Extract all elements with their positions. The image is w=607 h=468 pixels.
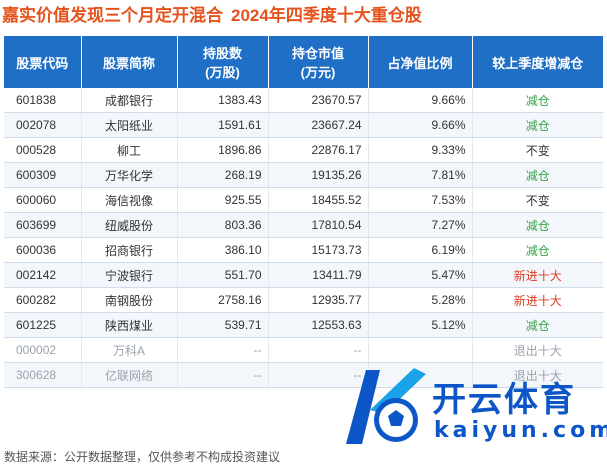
market-value-cell: 22876.17 — [268, 137, 369, 163]
nav-ratio-cell — [368, 337, 473, 363]
stock-name-cell: 万华化学 — [81, 162, 178, 188]
table-row: 002078 太阳纸业 1591.61 23667.24 9.66% 减仓 — [4, 112, 603, 138]
market-value-cell: 12553.63 — [268, 312, 369, 338]
nav-ratio-cell: 7.53% — [368, 187, 473, 213]
change-cell: 新进十大 — [472, 287, 603, 313]
shares-cell: 539.71 — [177, 312, 269, 338]
change-cell: 减仓 — [472, 237, 603, 263]
col-header-shares: 持股数 (万股) — [177, 36, 269, 88]
stock-code-cell: 002078 — [4, 112, 82, 138]
nav-ratio-cell: 9.33% — [368, 137, 473, 163]
stock-name-cell: 南钢股份 — [81, 287, 178, 313]
market-value-cell: 23670.57 — [268, 88, 369, 113]
table-row: 600282 南钢股份 2758.16 12935.77 5.28% 新进十大 — [4, 287, 603, 313]
exited-table-row: 300628 亿联网络 -- -- 退出十大 — [4, 362, 603, 388]
nav-ratio-cell: 5.12% — [368, 312, 473, 338]
data-source-note: 数据来源：公开数据整理，仅供参考不构成投资建议 — [4, 450, 281, 464]
stock-name-cell: 纽威股份 — [81, 212, 178, 238]
market-value-cell: 18455.52 — [268, 187, 369, 213]
table-row: 600060 海信视像 925.55 18455.52 7.53% 不变 — [4, 187, 603, 213]
col-header-value: 持仓市值 (万元) — [268, 36, 369, 88]
stock-code-cell: 600036 — [4, 237, 82, 263]
col-header-ratio: 占净值比例 — [368, 36, 473, 88]
nav-ratio-cell: 9.66% — [368, 88, 473, 113]
stock-name-cell: 万科A — [81, 337, 178, 363]
market-value-cell: -- — [268, 337, 369, 363]
table-row: 600036 招商银行 386.10 15173.73 6.19% 减仓 — [4, 237, 603, 263]
shares-cell: 1383.43 — [177, 88, 269, 113]
change-cell: 新进十大 — [472, 262, 603, 288]
stock-code-cell: 000528 — [4, 137, 82, 163]
change-cell: 减仓 — [472, 88, 603, 113]
change-cell: 不变 — [472, 187, 603, 213]
stock-code-cell: 000002 — [4, 337, 82, 363]
table-header-row: 股票代码 股票简称 持股数 (万股) 持仓市值 (万元) 占净值比例 较上季度增… — [4, 36, 603, 88]
page-title: 嘉实价值发现三个月定开混合 2024年四季度十大重仓股 — [2, 2, 422, 30]
shares-cell: -- — [177, 337, 269, 363]
col-header-name: 股票简称 — [81, 36, 178, 88]
market-value-cell: 19135.26 — [268, 162, 369, 188]
shares-cell: 386.10 — [177, 237, 269, 263]
stock-name-cell: 太阳纸业 — [81, 112, 178, 138]
change-cell: 减仓 — [472, 212, 603, 238]
market-value-cell: 13411.79 — [268, 262, 369, 288]
shares-cell: 1591.61 — [177, 112, 269, 138]
table-row: 601225 陕西煤业 539.71 12553.63 5.12% 减仓 — [4, 312, 603, 338]
stock-code-cell: 601838 — [4, 88, 82, 113]
table-row: 600309 万华化学 268.19 19135.26 7.81% 减仓 — [4, 162, 603, 188]
change-cell: 退出十大 — [472, 362, 603, 388]
nav-ratio-cell: 9.66% — [368, 112, 473, 138]
holdings-table: 股票代码 股票简称 持股数 (万股) 持仓市值 (万元) 占净值比例 较上季度增… — [4, 36, 603, 388]
fund-name: 嘉实价值发现三个月定开混合 — [2, 6, 223, 25]
nav-ratio-cell: 5.28% — [368, 287, 473, 313]
market-value-cell: 12935.77 — [268, 287, 369, 313]
stock-code-cell: 600309 — [4, 162, 82, 188]
report-period: 2024年四季度十大重仓股 — [231, 6, 422, 25]
stock-name-cell: 宁波银行 — [81, 262, 178, 288]
col-header-code: 股票代码 — [4, 36, 82, 88]
stock-code-cell: 002142 — [4, 262, 82, 288]
table-row: 002142 宁波银行 551.70 13411.79 5.47% 新进十大 — [4, 262, 603, 288]
shares-cell: -- — [177, 362, 269, 388]
shares-cell: 925.55 — [177, 187, 269, 213]
stock-name-cell: 柳工 — [81, 137, 178, 163]
stock-code-cell: 600060 — [4, 187, 82, 213]
market-value-cell: 23667.24 — [268, 112, 369, 138]
nav-ratio-cell: 7.81% — [368, 162, 473, 188]
change-cell: 减仓 — [472, 312, 603, 338]
stock-name-cell: 陕西煤业 — [81, 312, 178, 338]
shares-cell: 1896.86 — [177, 137, 269, 163]
market-value-cell: 15173.73 — [268, 237, 369, 263]
stock-code-cell: 601225 — [4, 312, 82, 338]
shares-cell: 268.19 — [177, 162, 269, 188]
table-row: 603699 纽威股份 803.36 17810.54 7.27% 减仓 — [4, 212, 603, 238]
stock-code-cell: 603699 — [4, 212, 82, 238]
stock-code-cell: 600282 — [4, 287, 82, 313]
stock-code-cell: 300628 — [4, 362, 82, 388]
stock-name-cell: 亿联网络 — [81, 362, 178, 388]
brand-name: 开云体育 — [432, 380, 576, 420]
shares-cell: 803.36 — [177, 212, 269, 238]
market-value-cell: -- — [268, 362, 369, 388]
market-value-cell: 17810.54 — [268, 212, 369, 238]
nav-ratio-cell: 6.19% — [368, 237, 473, 263]
k-ball-logo-icon — [346, 368, 426, 444]
nav-ratio-cell: 5.47% — [368, 262, 473, 288]
table-row: 000528 柳工 1896.86 22876.17 9.33% 不变 — [4, 137, 603, 163]
shares-cell: 551.70 — [177, 262, 269, 288]
stock-name-cell: 成都银行 — [81, 88, 178, 113]
stock-name-cell: 海信视像 — [81, 187, 178, 213]
nav-ratio-cell: 7.27% — [368, 212, 473, 238]
brand-domain: kaiyun.com — [434, 418, 607, 443]
change-cell: 不变 — [472, 137, 603, 163]
table-row: 601838 成都银行 1383.43 23670.57 9.66% 减仓 — [4, 88, 603, 113]
exited-table-row: 000002 万科A -- -- 退出十大 — [4, 337, 603, 363]
col-header-change: 较上季度增减仓 — [472, 36, 603, 88]
shares-cell: 2758.16 — [177, 287, 269, 313]
stock-name-cell: 招商银行 — [81, 237, 178, 263]
brand-logo: 开云体育 kaiyun.com — [340, 362, 607, 452]
change-cell: 减仓 — [472, 112, 603, 138]
change-cell: 减仓 — [472, 162, 603, 188]
change-cell: 退出十大 — [472, 337, 603, 363]
